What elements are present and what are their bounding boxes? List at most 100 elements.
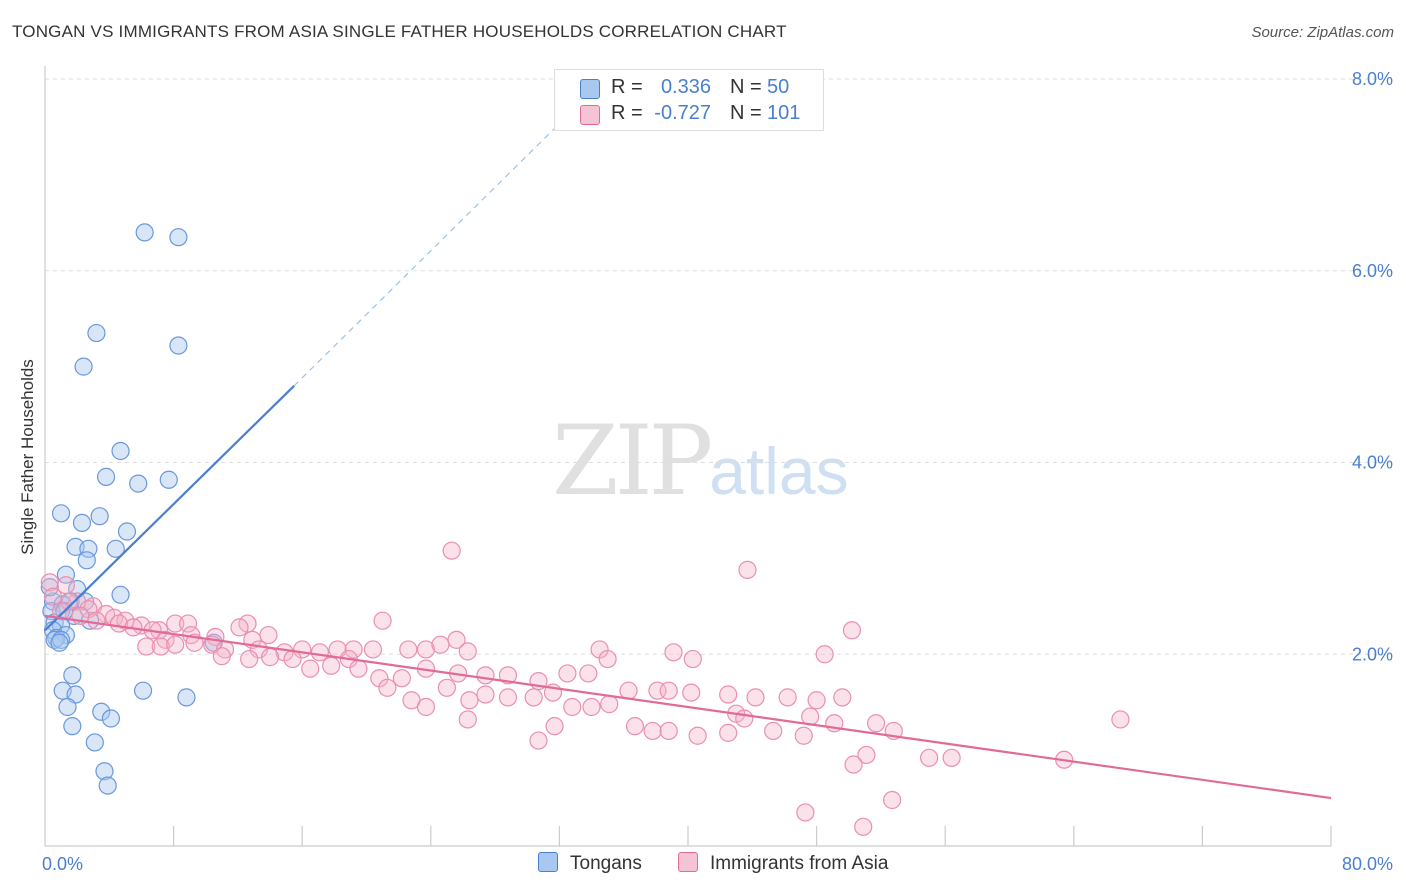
asia-point <box>529 731 548 750</box>
tongan-point <box>50 633 69 652</box>
legend: Tongans Immigrants from Asia <box>0 850 1406 880</box>
tongan-point <box>40 578 59 597</box>
asia-point <box>230 618 249 637</box>
x-tick-label-min: 0.0% <box>42 854 83 874</box>
legend-item-asia[interactable]: Immigrants from Asia <box>678 852 888 875</box>
asia-point <box>476 666 495 685</box>
asia-point <box>301 659 320 678</box>
asia-point <box>625 717 645 736</box>
asia-point <box>378 678 397 697</box>
tongan-point <box>58 697 77 717</box>
asia-point <box>598 649 617 669</box>
tongan-point <box>98 776 117 795</box>
tongan-point <box>177 688 196 707</box>
asia-point <box>431 635 450 654</box>
asia-point <box>558 664 577 683</box>
stats-r-label: R = <box>611 102 643 124</box>
y-tick-label: 8.0% <box>1352 69 1393 89</box>
tongan-point <box>63 666 82 685</box>
asia-point <box>166 635 185 654</box>
asia-point <box>735 709 754 728</box>
asia-point <box>442 541 461 560</box>
tongan-point <box>63 717 82 736</box>
legend-item-tongans[interactable]: Tongans <box>538 852 642 875</box>
tongan-point <box>51 504 71 523</box>
asia-trend-line <box>44 614 1332 800</box>
asia-point <box>87 611 106 630</box>
watermark-atlas: atlas <box>709 434 849 508</box>
asia-point <box>664 643 683 662</box>
asia-point <box>1111 710 1130 729</box>
watermark-zip: ZIP <box>552 405 713 517</box>
stats-row-tongans: R = 0.336 N = 50 <box>555 76 823 102</box>
stats-swatch-tongans <box>580 79 600 99</box>
asia-point <box>844 755 863 774</box>
asia-point <box>447 630 466 649</box>
tongan-point <box>111 585 130 604</box>
asia-point <box>240 649 259 669</box>
tongan-point <box>74 357 93 376</box>
legend-label-tongans: Tongans <box>570 853 642 874</box>
tongan-point <box>87 323 106 343</box>
tongan-point <box>95 762 114 781</box>
asia-point <box>857 745 876 765</box>
asia-point <box>815 645 834 664</box>
tongan-point <box>129 474 148 493</box>
grid-lines <box>45 78 1392 655</box>
asia-point <box>310 643 329 662</box>
asia-point <box>579 664 598 683</box>
legend-swatch-tongans <box>538 852 558 872</box>
tongan-point <box>106 539 125 558</box>
asia-point <box>659 721 678 741</box>
tongan-point <box>92 702 111 721</box>
legend-label-asia: Immigrants from Asia <box>710 853 889 874</box>
tongan-point <box>101 709 121 728</box>
y-tick-label: 6.0% <box>1352 261 1393 281</box>
axes <box>44 66 1332 847</box>
stats-box: R = 0.336 N = 50 R = -0.727 N = 101 <box>554 69 824 131</box>
y-tick-label: 4.0% <box>1352 453 1393 473</box>
tongan-point <box>133 681 153 700</box>
asia-point <box>833 688 852 707</box>
tick-labels: 2.0% 4.0% 6.0% 8.0% 0.0% 80.0% <box>42 69 1393 874</box>
tongan-point <box>56 565 75 584</box>
tongan-trend-line <box>44 385 295 632</box>
asia-point <box>259 625 278 645</box>
stats-r-value: -0.727 <box>654 102 711 124</box>
tongan-point <box>159 470 178 489</box>
asia-point <box>283 649 302 669</box>
asia-point <box>349 659 368 678</box>
asia-point <box>764 721 783 741</box>
asia-point <box>460 691 479 710</box>
tongan-point <box>135 223 154 242</box>
tongan-point <box>111 441 130 461</box>
trend-lines <box>44 107 1332 800</box>
asia-point <box>373 611 392 630</box>
asia-point <box>563 697 582 717</box>
asia-point <box>794 726 813 745</box>
asia-point <box>51 602 71 621</box>
watermark: ZIPatlas <box>552 405 849 517</box>
asia-point <box>399 640 418 659</box>
stats-r-label: R = <box>611 76 643 98</box>
asia-point <box>582 697 601 717</box>
asia-point <box>166 614 185 633</box>
asia-point <box>344 640 363 659</box>
asia-point <box>643 721 662 741</box>
asia-point <box>942 748 961 767</box>
asia-point <box>498 688 518 707</box>
tongan-trend-extension <box>293 107 576 387</box>
y-tick-label: 2.0% <box>1352 644 1393 664</box>
tongan-point <box>72 513 92 533</box>
legend-swatch-asia <box>678 852 698 872</box>
tongan-point <box>85 733 104 752</box>
stats-r-value: 0.336 <box>660 76 711 98</box>
tongan-point <box>117 522 137 541</box>
chart-title: TONGAN VS IMMIGRANTS FROM ASIA SINGLE FA… <box>12 22 787 41</box>
asia-point <box>746 688 765 707</box>
asia-point <box>883 790 902 810</box>
asia-point <box>363 640 383 659</box>
stats-n-label: N = <box>730 76 762 98</box>
asia-point <box>719 723 738 742</box>
